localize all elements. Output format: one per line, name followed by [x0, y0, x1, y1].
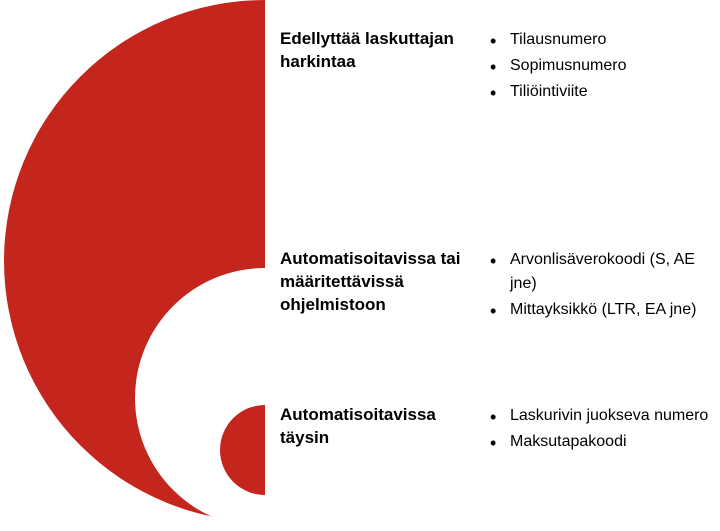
row-heading: Automatisoitavissa täysin: [280, 404, 490, 456]
row-bullets: Arvonlisäverokoodi (S, AE jne) Mittayksi…: [490, 248, 710, 324]
list-item: Maksutapakoodi: [490, 430, 710, 454]
row-heading: Automatisoitavissa tai määritettävissä o…: [280, 248, 490, 324]
half-circle-diagram: [0, 0, 265, 531]
row-heading: Edellyttää laskuttajan harkintaa: [280, 28, 490, 106]
list-item: Tiliöintiviite: [490, 80, 710, 104]
row-automatable-configurable: Automatisoitavissa tai määritettävissä o…: [280, 248, 710, 324]
row-fully-automatable: Automatisoitavissa täysin Laskurivin juo…: [280, 404, 710, 456]
row-bullets: Laskurivin juokseva numero Maksutapakood…: [490, 404, 710, 456]
content-area: Edellyttää laskuttajan harkintaa Tilausn…: [280, 0, 710, 531]
list-item: Sopimusnumero: [490, 54, 710, 78]
list-item: Laskurivin juokseva numero: [490, 404, 710, 428]
row-requires-judgment: Edellyttää laskuttajan harkintaa Tilausn…: [280, 28, 710, 106]
list-item: Arvonlisäverokoodi (S, AE jne): [490, 248, 710, 296]
list-item: Mittayksikkö (LTR, EA jne): [490, 298, 710, 322]
list-item: Tilausnumero: [490, 28, 710, 52]
row-bullets: Tilausnumero Sopimusnumero Tiliöintiviit…: [490, 28, 710, 106]
